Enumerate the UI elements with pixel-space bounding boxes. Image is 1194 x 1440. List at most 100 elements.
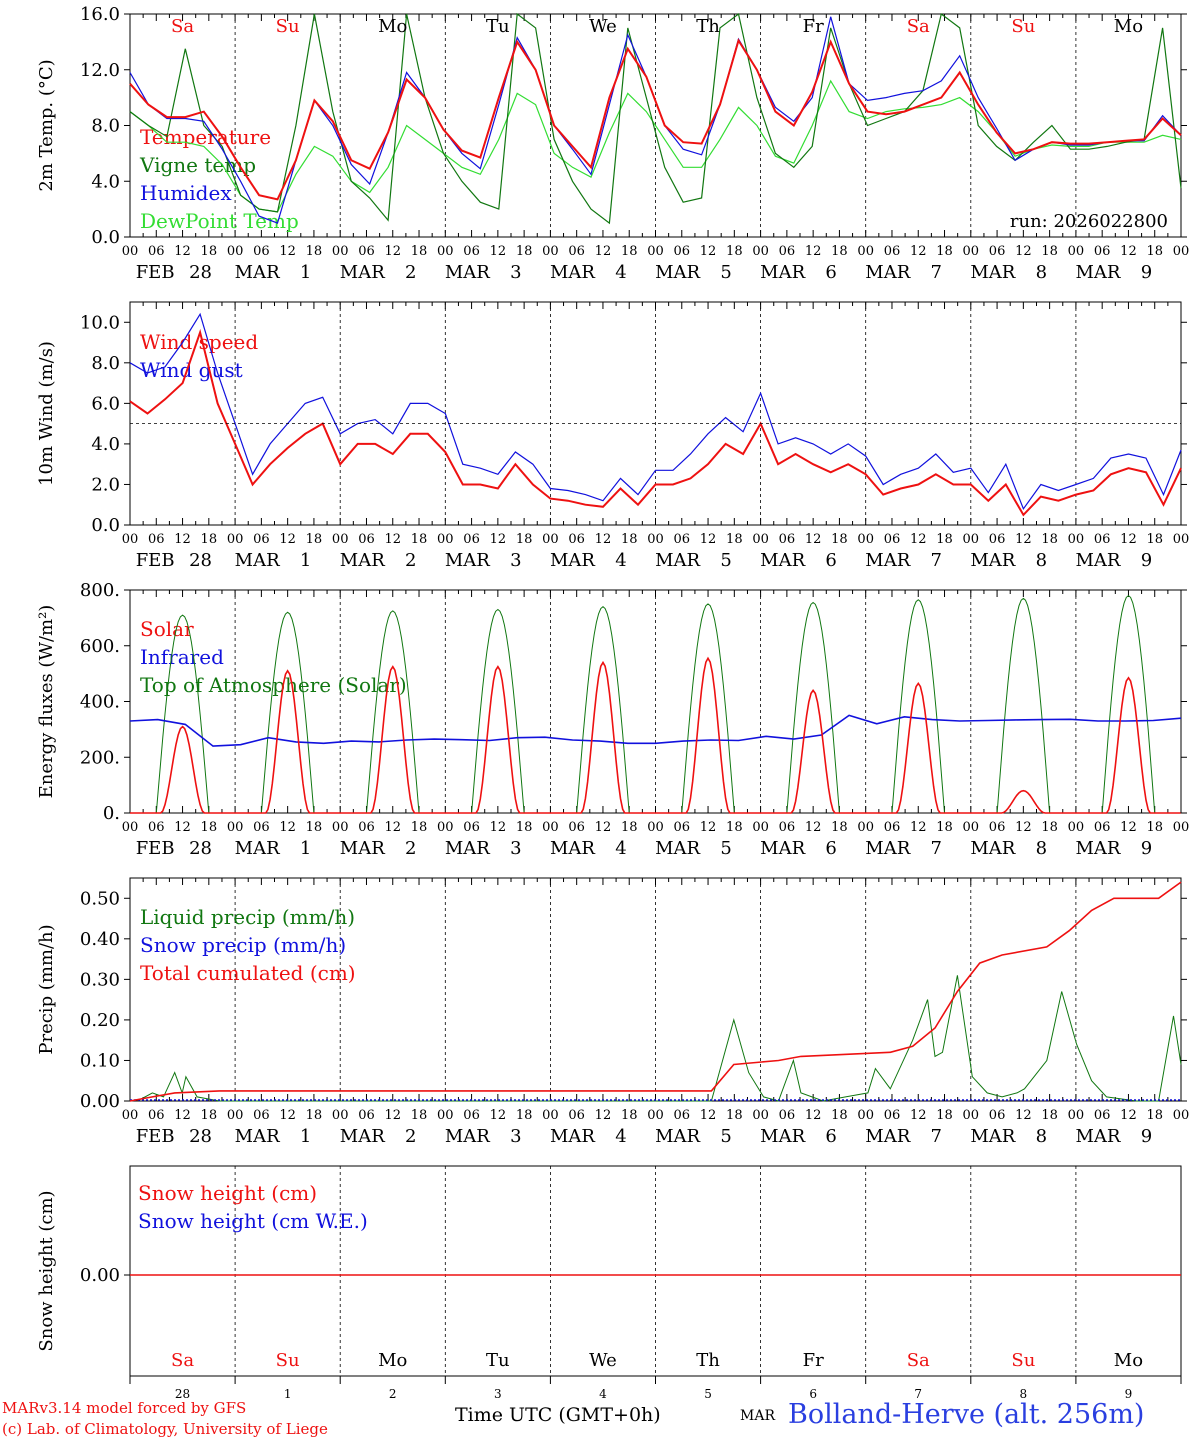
hour-tick-label: 06 <box>989 820 1006 835</box>
hour-tick-label: 06 <box>463 532 480 547</box>
y-tick-label: 200. <box>80 747 120 768</box>
date-month-label: MAR <box>445 262 490 283</box>
hour-tick-label: 06 <box>358 1108 375 1123</box>
date-day-label: 1 <box>300 262 311 283</box>
hour-tick-label: 12 <box>1120 244 1137 259</box>
date-day-label: 3 <box>510 550 521 571</box>
hour-tick-label: 12 <box>490 244 507 259</box>
series-line-wind-gust <box>129 312 1182 511</box>
hour-tick-label: 12 <box>1120 532 1137 547</box>
y-tick-label: 0.10 <box>80 1050 120 1071</box>
hour-tick-label: 18 <box>726 1108 743 1123</box>
date-day-label: 9 <box>1141 838 1152 859</box>
date-month-label: MAR <box>1075 1126 1120 1147</box>
hour-tick-label: 18 <box>201 1108 218 1123</box>
hour-tick-label: 06 <box>779 532 796 547</box>
date-month-label: MAR <box>445 838 490 859</box>
date-month-label: MAR <box>970 550 1015 571</box>
y-tick-label: 600. <box>80 636 120 657</box>
date-day-label: 3 <box>510 262 521 283</box>
hour-tick-label: 12 <box>1015 820 1032 835</box>
hour-tick-label: 12 <box>595 244 612 259</box>
date-month-label: MAR <box>970 838 1015 859</box>
hour-tick-label: 12 <box>700 1108 717 1123</box>
hour-tick-label: 00 <box>332 820 349 835</box>
date-day-label: 6 <box>825 1126 836 1147</box>
date-day-label: 2 <box>405 838 416 859</box>
day-number-label: 1 <box>284 1387 292 1401</box>
legend-entry: DewPoint Temp <box>140 209 299 233</box>
hour-tick-label: 00 <box>857 1108 874 1123</box>
date-day-label: 9 <box>1141 550 1152 571</box>
hour-tick-label: 00 <box>963 532 980 547</box>
hour-tick-label: 00 <box>542 1108 559 1123</box>
hour-tick-label: 12 <box>174 820 191 835</box>
date-month-label: MAR <box>445 1126 490 1147</box>
date-month-label: MAR <box>550 1126 595 1147</box>
legend: Snow height (cm) Snow height (cm W.E.) <box>138 1181 368 1233</box>
hour-tick-label: 06 <box>1094 1108 1111 1123</box>
hour-tick-label: 12 <box>174 244 191 259</box>
hour-tick-label: 00 <box>542 532 559 547</box>
hour-tick-label: 18 <box>621 820 638 835</box>
y-tick-label: 0.00 <box>80 1091 120 1112</box>
hour-tick-label: 12 <box>384 532 401 547</box>
day-number-label: 3 <box>494 1387 502 1401</box>
day-number-label: 9 <box>1125 1387 1133 1401</box>
weekday-label: Tu <box>486 1350 510 1371</box>
hour-tick-label: 00 <box>857 532 874 547</box>
hour-tick-label: 18 <box>621 532 638 547</box>
date-day-label: 3 <box>510 838 521 859</box>
hour-tick-label: 06 <box>358 532 375 547</box>
y-tick-label: 0.0 <box>91 515 120 536</box>
hour-tick-label: 12 <box>384 1108 401 1123</box>
date-month-label: MAR <box>340 1126 385 1147</box>
y-tick-label: 0.30 <box>80 969 120 990</box>
date-month-label: MAR <box>760 1126 805 1147</box>
date-month-label: MAR <box>1075 838 1120 859</box>
hour-tick-label: 18 <box>201 532 218 547</box>
date-month-label: MAR <box>340 838 385 859</box>
hour-tick-label: 18 <box>726 244 743 259</box>
legend-entry: Liquid precip (mm/h) <box>140 905 355 929</box>
date-month-label: FEB <box>136 262 175 283</box>
hour-tick-label: 06 <box>253 532 270 547</box>
date-day-label: 2 <box>405 262 416 283</box>
hour-tick-label: 06 <box>884 1108 901 1123</box>
date-month-label: MAR <box>865 838 910 859</box>
date-day-label: 8 <box>1036 262 1047 283</box>
date-month-label: MAR <box>550 550 595 571</box>
hour-tick-label: 18 <box>516 1108 533 1123</box>
hour-tick-label: 00 <box>963 244 980 259</box>
panel-temp: 00 06 12 18 00 06 12 18 00 06 12 18 00 06 12 18 00 06 12 18… <box>36 4 1189 283</box>
date-day-label: 3 <box>510 1126 521 1147</box>
hour-tick-label: 18 <box>1041 820 1058 835</box>
hour-tick-label: 00 <box>542 820 559 835</box>
hour-tick-label: 06 <box>148 820 165 835</box>
month-label: MAR <box>740 1408 775 1424</box>
date-month-label: MAR <box>655 1126 700 1147</box>
weekday-label: Su <box>1011 16 1035 37</box>
date-day-label: 8 <box>1036 838 1047 859</box>
hour-tick-label: 12 <box>1120 1108 1137 1123</box>
y-axis-title: Snow height (cm) <box>36 1190 57 1351</box>
date-month-label: MAR <box>760 838 805 859</box>
hour-tick-label: 00 <box>1068 1108 1085 1123</box>
hour-tick-label: 12 <box>279 244 296 259</box>
station-title: Bolland-Herve (alt. 256m) <box>788 1399 1145 1430</box>
hour-tick-label: 12 <box>279 1108 296 1123</box>
date-month-label: FEB <box>136 838 175 859</box>
hour-tick-label: 06 <box>989 1108 1006 1123</box>
date-month-label: MAR <box>1075 550 1120 571</box>
hour-tick-label: 00 <box>752 532 769 547</box>
y-axis-title: Energy fluxes (W/m²) <box>36 605 57 799</box>
hour-tick-label: 12 <box>490 1108 507 1123</box>
series-line-infrared <box>129 714 1182 747</box>
panel-energy: 00 06 12 18 00 06 12 18 00 06 12 18 00 06 12 18 00 06 12 18… <box>36 580 1189 859</box>
hour-tick-label: 06 <box>253 820 270 835</box>
hour-tick-label: 18 <box>1146 532 1163 547</box>
hour-tick-label: 06 <box>779 244 796 259</box>
day-number-label: 2 <box>389 1387 397 1401</box>
hour-tick-label: 00 <box>1173 244 1190 259</box>
y-tick-label: 4.0 <box>91 434 120 455</box>
